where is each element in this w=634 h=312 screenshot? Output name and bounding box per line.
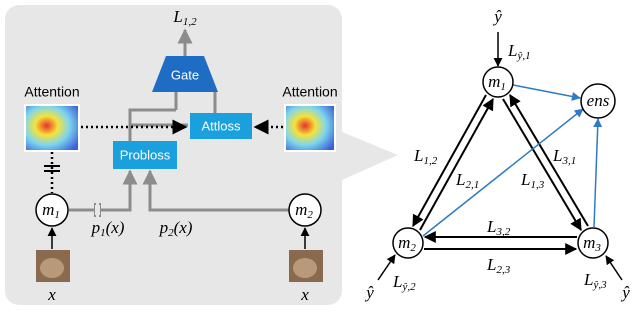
- base: L: [583, 270, 593, 289]
- target-arrow: [606, 256, 622, 280]
- sub: 3,1: [561, 155, 576, 167]
- input-label: x: [300, 285, 309, 304]
- loss-label: Lŷ,2: [392, 272, 416, 293]
- node-label: ens: [587, 91, 610, 110]
- sub: 1,2: [183, 16, 197, 28]
- base: m: [295, 200, 307, 219]
- loss-label: Lŷ,1: [507, 41, 531, 62]
- heatmap: [25, 105, 79, 151]
- ensemble-edge: [594, 119, 598, 227]
- sub: 1,2: [423, 155, 437, 167]
- target-label: ŷ: [620, 283, 630, 302]
- input-image: [40, 258, 64, 278]
- target-label: ŷ: [492, 7, 502, 26]
- base: L: [520, 170, 530, 189]
- attention-label: Attention: [24, 84, 79, 100]
- loss-label: L2,1: [455, 170, 479, 191]
- base: m: [42, 200, 54, 219]
- sub: 2: [307, 209, 313, 221]
- loss-label: L3,1: [552, 146, 576, 167]
- sub: 2,3: [496, 264, 510, 276]
- base: L: [486, 217, 496, 236]
- sub: ŷ,1: [516, 50, 530, 62]
- sub: 2,1: [465, 179, 479, 191]
- base: L: [507, 41, 517, 60]
- sub: 2: [410, 242, 416, 254]
- sub: 3: [594, 242, 601, 254]
- ensemble-edge: [513, 85, 580, 98]
- attention-label: Attention: [282, 84, 337, 100]
- gate-label: Gate: [171, 67, 199, 82]
- sub: 1,3: [530, 179, 544, 191]
- base: p: [159, 218, 169, 237]
- base: p: [91, 218, 101, 237]
- base: m: [583, 233, 595, 252]
- loss-label: L1,2: [413, 146, 438, 167]
- loss-label: Lŷ,3: [583, 270, 607, 291]
- figure: L1,2 Gate Attloss Probloss Attention Att…: [0, 0, 634, 312]
- base: L: [413, 146, 423, 165]
- sub: ŷ,2: [401, 281, 416, 293]
- base: m: [488, 72, 500, 91]
- sub: 1: [54, 209, 60, 221]
- prob-label: p1(x): [91, 218, 125, 239]
- callout: [342, 132, 398, 180]
- gap: [95, 205, 100, 215]
- tail: (x): [174, 218, 193, 237]
- probloss-label: Probloss: [120, 147, 171, 162]
- base: L: [552, 146, 562, 165]
- target-label: ŷ: [364, 283, 374, 302]
- input-image: [293, 258, 317, 278]
- sub: 3,2: [495, 226, 510, 238]
- loss-label: L1,3: [520, 170, 545, 191]
- loss-label: L2,3: [486, 255, 511, 276]
- heatmap: [285, 105, 335, 151]
- left-panel: L1,2 Gate Attloss Probloss Attention Att…: [5, 5, 398, 305]
- sub: 1: [500, 81, 506, 93]
- prob-label: p2(x): [159, 218, 193, 239]
- loss-label: L3,2: [486, 217, 511, 238]
- ensemble-edge: [423, 109, 583, 236]
- input-label: x: [47, 285, 56, 304]
- base: L: [392, 272, 402, 291]
- attloss-label: Attloss: [201, 118, 241, 133]
- base: L: [486, 255, 496, 274]
- sub: ŷ,3: [592, 279, 607, 291]
- base: L: [172, 7, 182, 26]
- base: L: [455, 170, 465, 189]
- base: m: [398, 233, 410, 252]
- right-panel: m1 m2 m3 ens ŷ ŷ ŷ Lŷ,1 Lŷ,2 Lŷ,3 L1,2 L…: [364, 7, 630, 302]
- tail: (x): [106, 218, 125, 237]
